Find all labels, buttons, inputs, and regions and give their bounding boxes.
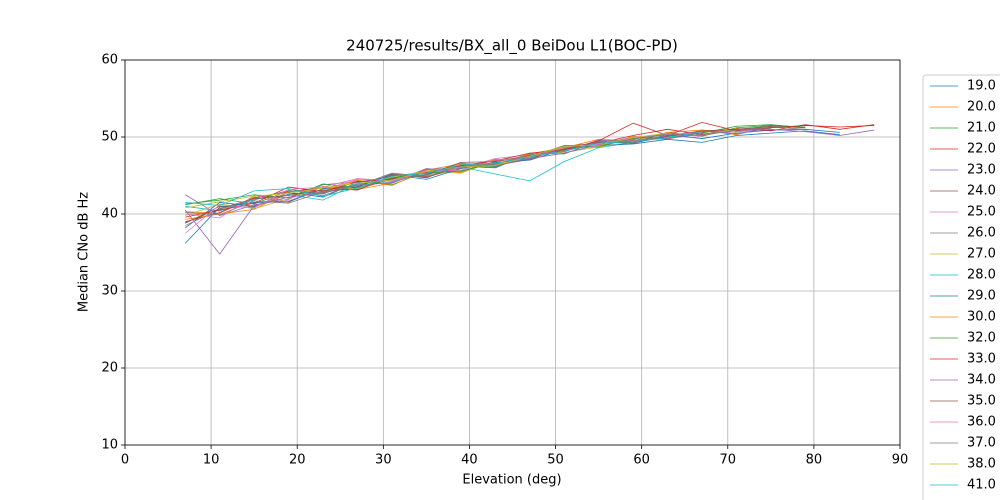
- series-line: [185, 129, 737, 220]
- series-line: [185, 128, 771, 216]
- legend-label: 34.0: [967, 373, 996, 388]
- legend-label: 24.0: [967, 184, 996, 199]
- legend-label: 28.0: [967, 268, 996, 283]
- x-tick-label: 40: [461, 453, 478, 468]
- x-tick-label: 70: [720, 453, 737, 468]
- legend-label: 37.0: [967, 436, 996, 451]
- series-line: [184, 128, 875, 255]
- legend-box: [922, 74, 1000, 500]
- x-tick-label: 80: [806, 453, 823, 468]
- x-tick-label: 90: [892, 453, 909, 468]
- y-tick-label: 20: [101, 361, 118, 376]
- x-tick-label: 0: [121, 453, 129, 468]
- x-tick-label: 50: [547, 453, 564, 468]
- legend: 19.0 20.0 21.0 22.0 23.0 24.0 25.0 26.0 27.0 28.0…: [922, 74, 1000, 500]
- legend-label: 35.0: [967, 394, 996, 409]
- y-axis-label: Median CNo dB Hz: [77, 192, 92, 312]
- x-tick-label: 30: [375, 453, 392, 468]
- legend-label: 36.0: [967, 415, 996, 430]
- legend-label: 30.0: [967, 310, 996, 325]
- legend-label: 38.0: [967, 457, 996, 472]
- x-tick-label: 20: [289, 453, 306, 468]
- legend-label: 33.0: [967, 352, 996, 367]
- legend-label: 26.0: [967, 226, 996, 241]
- legend-label: 29.0: [967, 289, 996, 304]
- legend-label: 19.0: [967, 79, 996, 94]
- legend-label: 22.0: [967, 142, 996, 157]
- y-tick-label: 50: [101, 130, 118, 145]
- legend-label: 23.0: [967, 163, 996, 178]
- series-line: [185, 125, 806, 223]
- y-tick-label: 60: [101, 53, 118, 68]
- legend-label: 20.0: [967, 100, 996, 115]
- chart-title: 240725/results/BX_all_0 BeiDou L1(BOC-PD…: [346, 37, 678, 56]
- lines: [184, 121, 875, 255]
- legend-label: 41.0: [967, 478, 996, 493]
- y-tick-label: 40: [101, 207, 118, 222]
- x-tick-label: 10: [203, 453, 220, 468]
- y-tick-label: 10: [101, 438, 118, 453]
- y-tick-label: 30: [101, 284, 118, 299]
- series-line: [185, 131, 703, 206]
- x-axis-label: Elevation (deg): [462, 473, 561, 488]
- x-tick-label: 60: [633, 453, 650, 468]
- legend-label: 32.0: [967, 331, 996, 346]
- plot-frame: [124, 59, 901, 446]
- legend-label: 27.0: [967, 247, 996, 262]
- legend-label: 21.0: [967, 121, 996, 136]
- legend-label: 25.0: [967, 205, 996, 220]
